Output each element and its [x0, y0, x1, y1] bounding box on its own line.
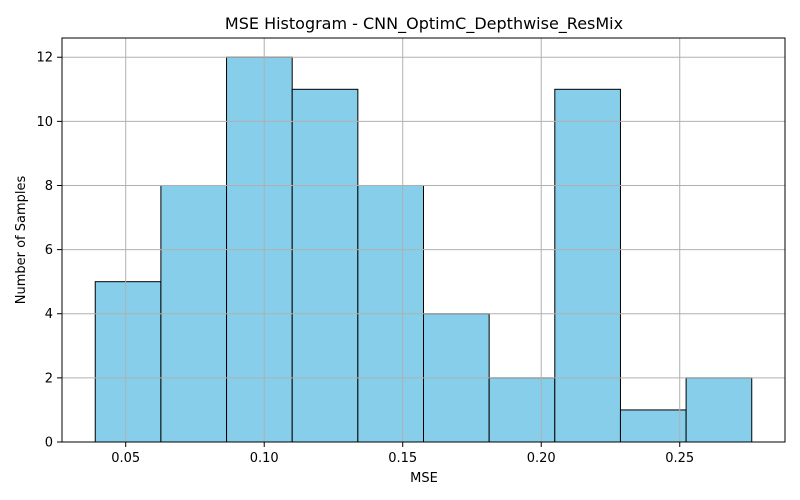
y-axis-title: Number of Samples	[14, 176, 29, 305]
histogram-bar	[554, 88, 621, 443]
histogram-bar	[685, 377, 753, 443]
chart-title: MSE Histogram - CNN_OptimC_Depthwise_Res…	[225, 14, 623, 34]
y-tick-label: 2	[45, 371, 53, 386]
x-tick-label: 0.20	[527, 451, 556, 466]
x-tick-label: 0.25	[665, 451, 694, 466]
grid-layer	[62, 38, 785, 443]
histogram-bar	[291, 88, 359, 443]
x-tick-label: 0.05	[111, 451, 140, 466]
y-tick-label: 0	[45, 436, 53, 451]
y-tick-label: 4	[45, 307, 53, 322]
x-axis-title: MSE	[410, 471, 438, 486]
histogram-bar	[619, 409, 687, 443]
y-tick-label: 12	[36, 51, 53, 66]
histogram-bar	[94, 281, 162, 443]
histogram-bar	[488, 377, 556, 443]
y-tick-label: 10	[36, 115, 53, 130]
x-tick-label: 0.10	[250, 451, 279, 466]
x-tick-label: 0.15	[388, 451, 417, 466]
plot-frame	[61, 37, 786, 443]
y-tick-label: 8	[45, 179, 53, 194]
y-tick-label: 6	[45, 243, 53, 258]
ticks-layer: 0.05 0.10 0.15 0.20 0.25 0 2 4 6 8 10 12	[36, 51, 694, 466]
